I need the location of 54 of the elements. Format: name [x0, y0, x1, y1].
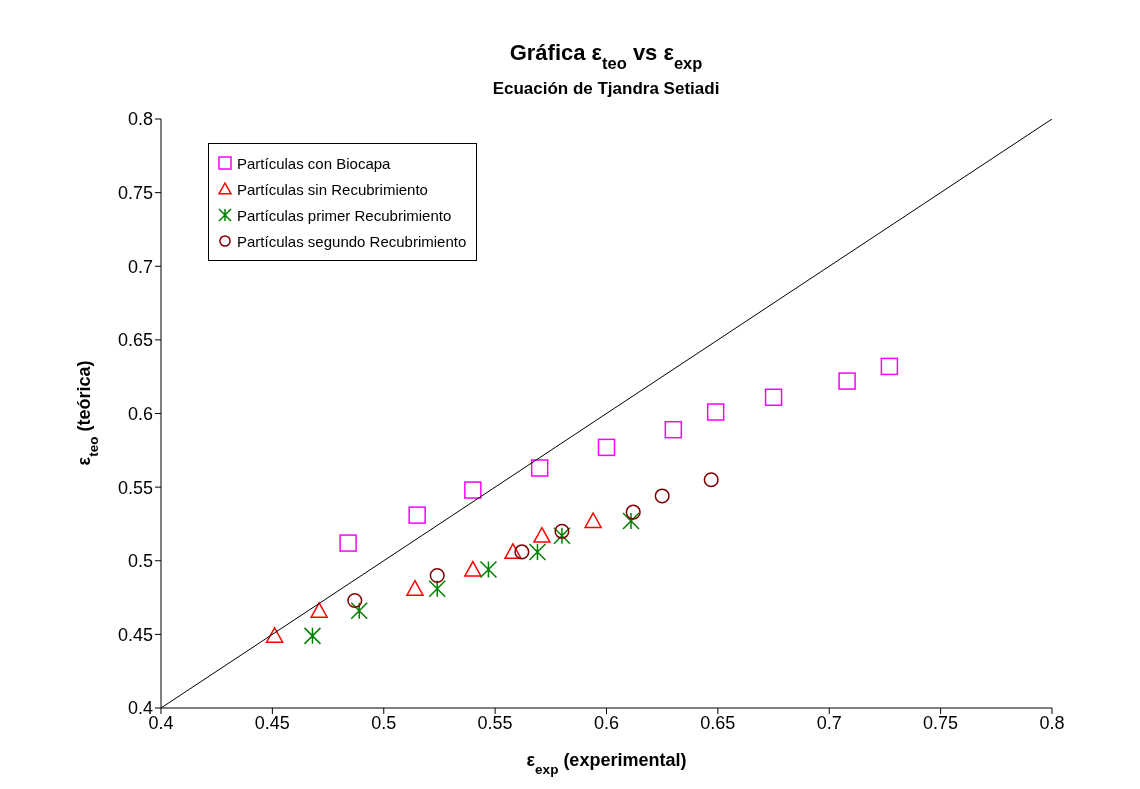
y-tick-label: 0.45 — [117, 624, 153, 645]
x-tick-label: 0.7 — [816, 712, 842, 733]
x-tick-label: 0.8 — [1039, 712, 1065, 733]
point — [429, 567, 445, 584]
x-tick-label: 0.75 — [923, 712, 959, 733]
y-tick-label: 0.5 — [127, 551, 153, 572]
point — [428, 579, 446, 598]
x-tick-label: 0.65 — [700, 712, 736, 733]
point — [406, 579, 424, 596]
point — [514, 544, 530, 560]
legend-label: Partículas primer Recubrimiento — [237, 206, 452, 224]
legend-label: Partículas con Biocapa — [237, 154, 391, 172]
x-tick-label: 0.5 — [371, 712, 397, 733]
point — [408, 506, 426, 524]
point — [530, 459, 549, 477]
point — [622, 512, 640, 530]
point — [347, 592, 363, 609]
point — [880, 357, 899, 376]
point — [464, 560, 482, 577]
point — [310, 602, 328, 618]
y-tick-label: 0.7 — [127, 256, 153, 277]
point — [479, 560, 498, 579]
y-tick-label: 0.8 — [127, 109, 153, 130]
x-axis-title: ε$_{exp}$ (experimental) — [526, 750, 687, 777]
y-tick-label: 0.55 — [117, 477, 153, 498]
point — [664, 420, 683, 439]
point — [303, 627, 322, 645]
point — [265, 627, 284, 643]
point — [533, 526, 551, 543]
point — [838, 372, 856, 390]
point — [464, 481, 482, 499]
x-tick-label: 0.55 — [477, 712, 513, 733]
legend-label: Partículas sin Recubrimiento — [237, 180, 428, 198]
point — [706, 403, 725, 421]
point — [625, 504, 641, 520]
point — [597, 438, 616, 457]
point — [528, 543, 547, 561]
legend-label: Partículas segundo Recubrimiento — [237, 232, 467, 250]
point — [554, 523, 570, 539]
chart-subtitle: Ecuación de Tjandra Setiadi — [492, 79, 720, 98]
point — [584, 512, 602, 529]
point — [350, 602, 368, 620]
point — [703, 472, 719, 488]
chart-title: Gráfica ε$_{teo}$ vs ε$_{exp}$ — [509, 40, 703, 72]
y-tick-label: 0.65 — [117, 330, 153, 351]
point — [654, 488, 670, 504]
point — [553, 526, 571, 545]
point — [764, 388, 783, 407]
y-tick-label: 0.6 — [127, 403, 153, 424]
x-tick-label: 0.45 — [254, 712, 290, 733]
point — [339, 534, 357, 552]
y-tick-label: 0.75 — [117, 183, 153, 204]
x-tick-label: 0.6 — [593, 712, 620, 733]
point — [504, 543, 522, 560]
